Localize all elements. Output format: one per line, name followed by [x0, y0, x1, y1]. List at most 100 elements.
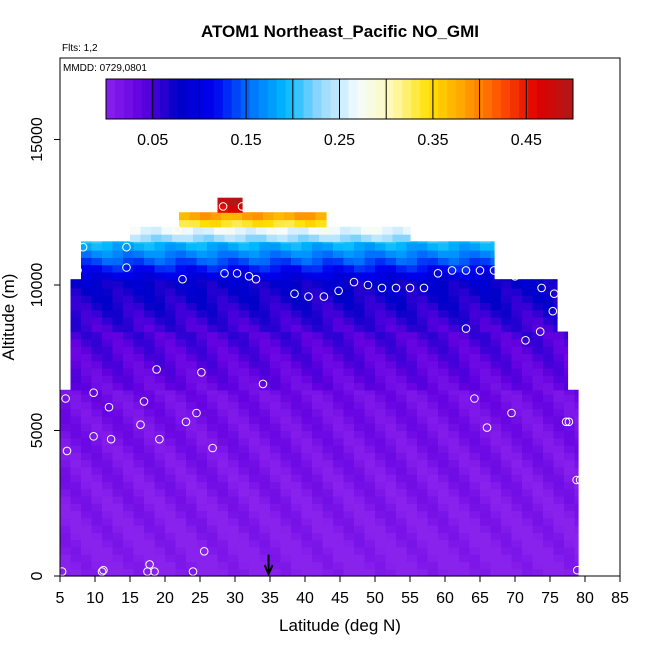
heatmap-cell: [427, 389, 439, 395]
heatmap-cell: [238, 324, 250, 333]
heatmap-cell: [144, 401, 156, 410]
heatmap-cell: [312, 532, 324, 541]
heatmap-cell: [564, 437, 576, 446]
heatmap-cell: [186, 488, 198, 497]
heatmap-cell: [543, 554, 555, 563]
heatmap-cell: [186, 280, 198, 289]
heatmap-cell: [553, 375, 565, 384]
heatmap-cell: [207, 474, 219, 483]
heatmap-cell: [333, 257, 345, 266]
heatmap-cell: [343, 532, 355, 541]
heatmap-cell: [438, 331, 450, 340]
heatmap-cell: [385, 257, 397, 266]
heatmap-cell: [564, 408, 576, 417]
heatmap-cell: [364, 279, 376, 282]
heatmap-cell: [291, 242, 303, 251]
heatmap-cell: [438, 360, 450, 369]
heatmap-cell: [480, 250, 492, 258]
heatmap-cell: [543, 546, 555, 555]
heatmap-cell: [322, 309, 334, 318]
heatmap-cell: [396, 401, 408, 410]
heatmap-cell: [144, 331, 156, 340]
heatmap-cell: [228, 539, 240, 548]
heatmap-cell: [291, 452, 303, 461]
heatmap-cell: [385, 389, 397, 395]
y-tick-label: 10000: [29, 263, 46, 308]
colorbar-frame: [105, 78, 574, 120]
heatmap-cell: [312, 415, 324, 424]
heatmap-cell: [154, 437, 166, 446]
flight-point: [97, 567, 107, 576]
colorbar-bin: [186, 79, 197, 119]
heatmap-cell: [238, 459, 250, 468]
heatmap-cell: [532, 466, 544, 475]
heatmap-cell: [112, 389, 124, 395]
heatmap-cell: [448, 279, 460, 282]
heatmap-cell: [123, 539, 135, 548]
heatmap-cell: [165, 408, 177, 417]
heatmap-cell: [249, 481, 261, 490]
heatmap-cell: [490, 264, 495, 273]
heatmap-cell: [196, 408, 208, 417]
heatmap-cell: [480, 309, 492, 318]
heatmap-cell: [207, 401, 219, 410]
heatmap-cell: [343, 415, 355, 424]
heatmap-cell: [277, 226, 289, 235]
heatmap-cell: [543, 517, 555, 526]
heatmap-cell: [270, 241, 282, 244]
heatmap-cell: [123, 250, 135, 258]
heatmap-cell: [448, 287, 460, 296]
heatmap-cell: [207, 242, 219, 251]
heatmap-cell: [459, 503, 471, 512]
heatmap-cell: [165, 546, 177, 555]
heatmap-cell: [375, 481, 387, 490]
heatmap-cell: [238, 488, 250, 497]
heatmap-cell: [144, 452, 156, 461]
heatmap-cell: [480, 525, 492, 533]
heatmap-cell: [228, 459, 240, 468]
heatmap-cell: [354, 445, 366, 453]
heatmap-cell: [175, 287, 187, 296]
heatmap-cell: [375, 445, 387, 453]
heatmap-cell: [259, 360, 271, 369]
heatmap-cell: [196, 437, 208, 446]
heatmap-cell: [280, 408, 292, 417]
heatmap-cell: [343, 375, 355, 384]
heatmap-cell: [364, 353, 376, 362]
heatmap-cell: [511, 466, 523, 475]
heatmap-cell: [459, 287, 471, 296]
heatmap-cell: [91, 382, 103, 391]
heatmap-cell: [186, 401, 198, 410]
heatmap-cell: [459, 309, 471, 318]
heatmap-cell: [186, 279, 198, 282]
heatmap-cell: [154, 257, 166, 266]
heatmap-cell: [217, 459, 229, 468]
heatmap-cell: [133, 554, 145, 563]
heatmap-cell: [343, 481, 355, 490]
heatmap-cell: [228, 503, 240, 512]
flight-point: [150, 567, 159, 576]
heatmap-cell: [70, 430, 82, 439]
heatmap-cell: [175, 302, 187, 311]
heatmap-cell: [501, 302, 513, 311]
heatmap-cell: [322, 287, 334, 296]
colorbar-bin: [330, 79, 340, 119]
heatmap-cell: [144, 495, 156, 504]
heatmap-cell: [343, 250, 355, 258]
heatmap-cell: [217, 394, 229, 402]
heatmap-cell: [280, 517, 292, 526]
heatmap-cell: [574, 495, 579, 504]
heatmap-cell: [301, 503, 313, 512]
heatmap-cell: [448, 445, 460, 453]
heatmap-cell: [217, 525, 229, 533]
heatmap-cell: [175, 367, 187, 376]
heatmap-cell: [259, 280, 271, 289]
heatmap-cell: [60, 445, 72, 453]
heatmap-cell: [469, 445, 481, 453]
heatmap-cell: [186, 241, 198, 244]
heatmap-cell: [291, 561, 303, 570]
heatmap-cell: [574, 488, 579, 497]
colorbar-bin: [420, 79, 430, 119]
heatmap-cell: [427, 495, 439, 504]
heatmap-cell: [196, 389, 208, 395]
